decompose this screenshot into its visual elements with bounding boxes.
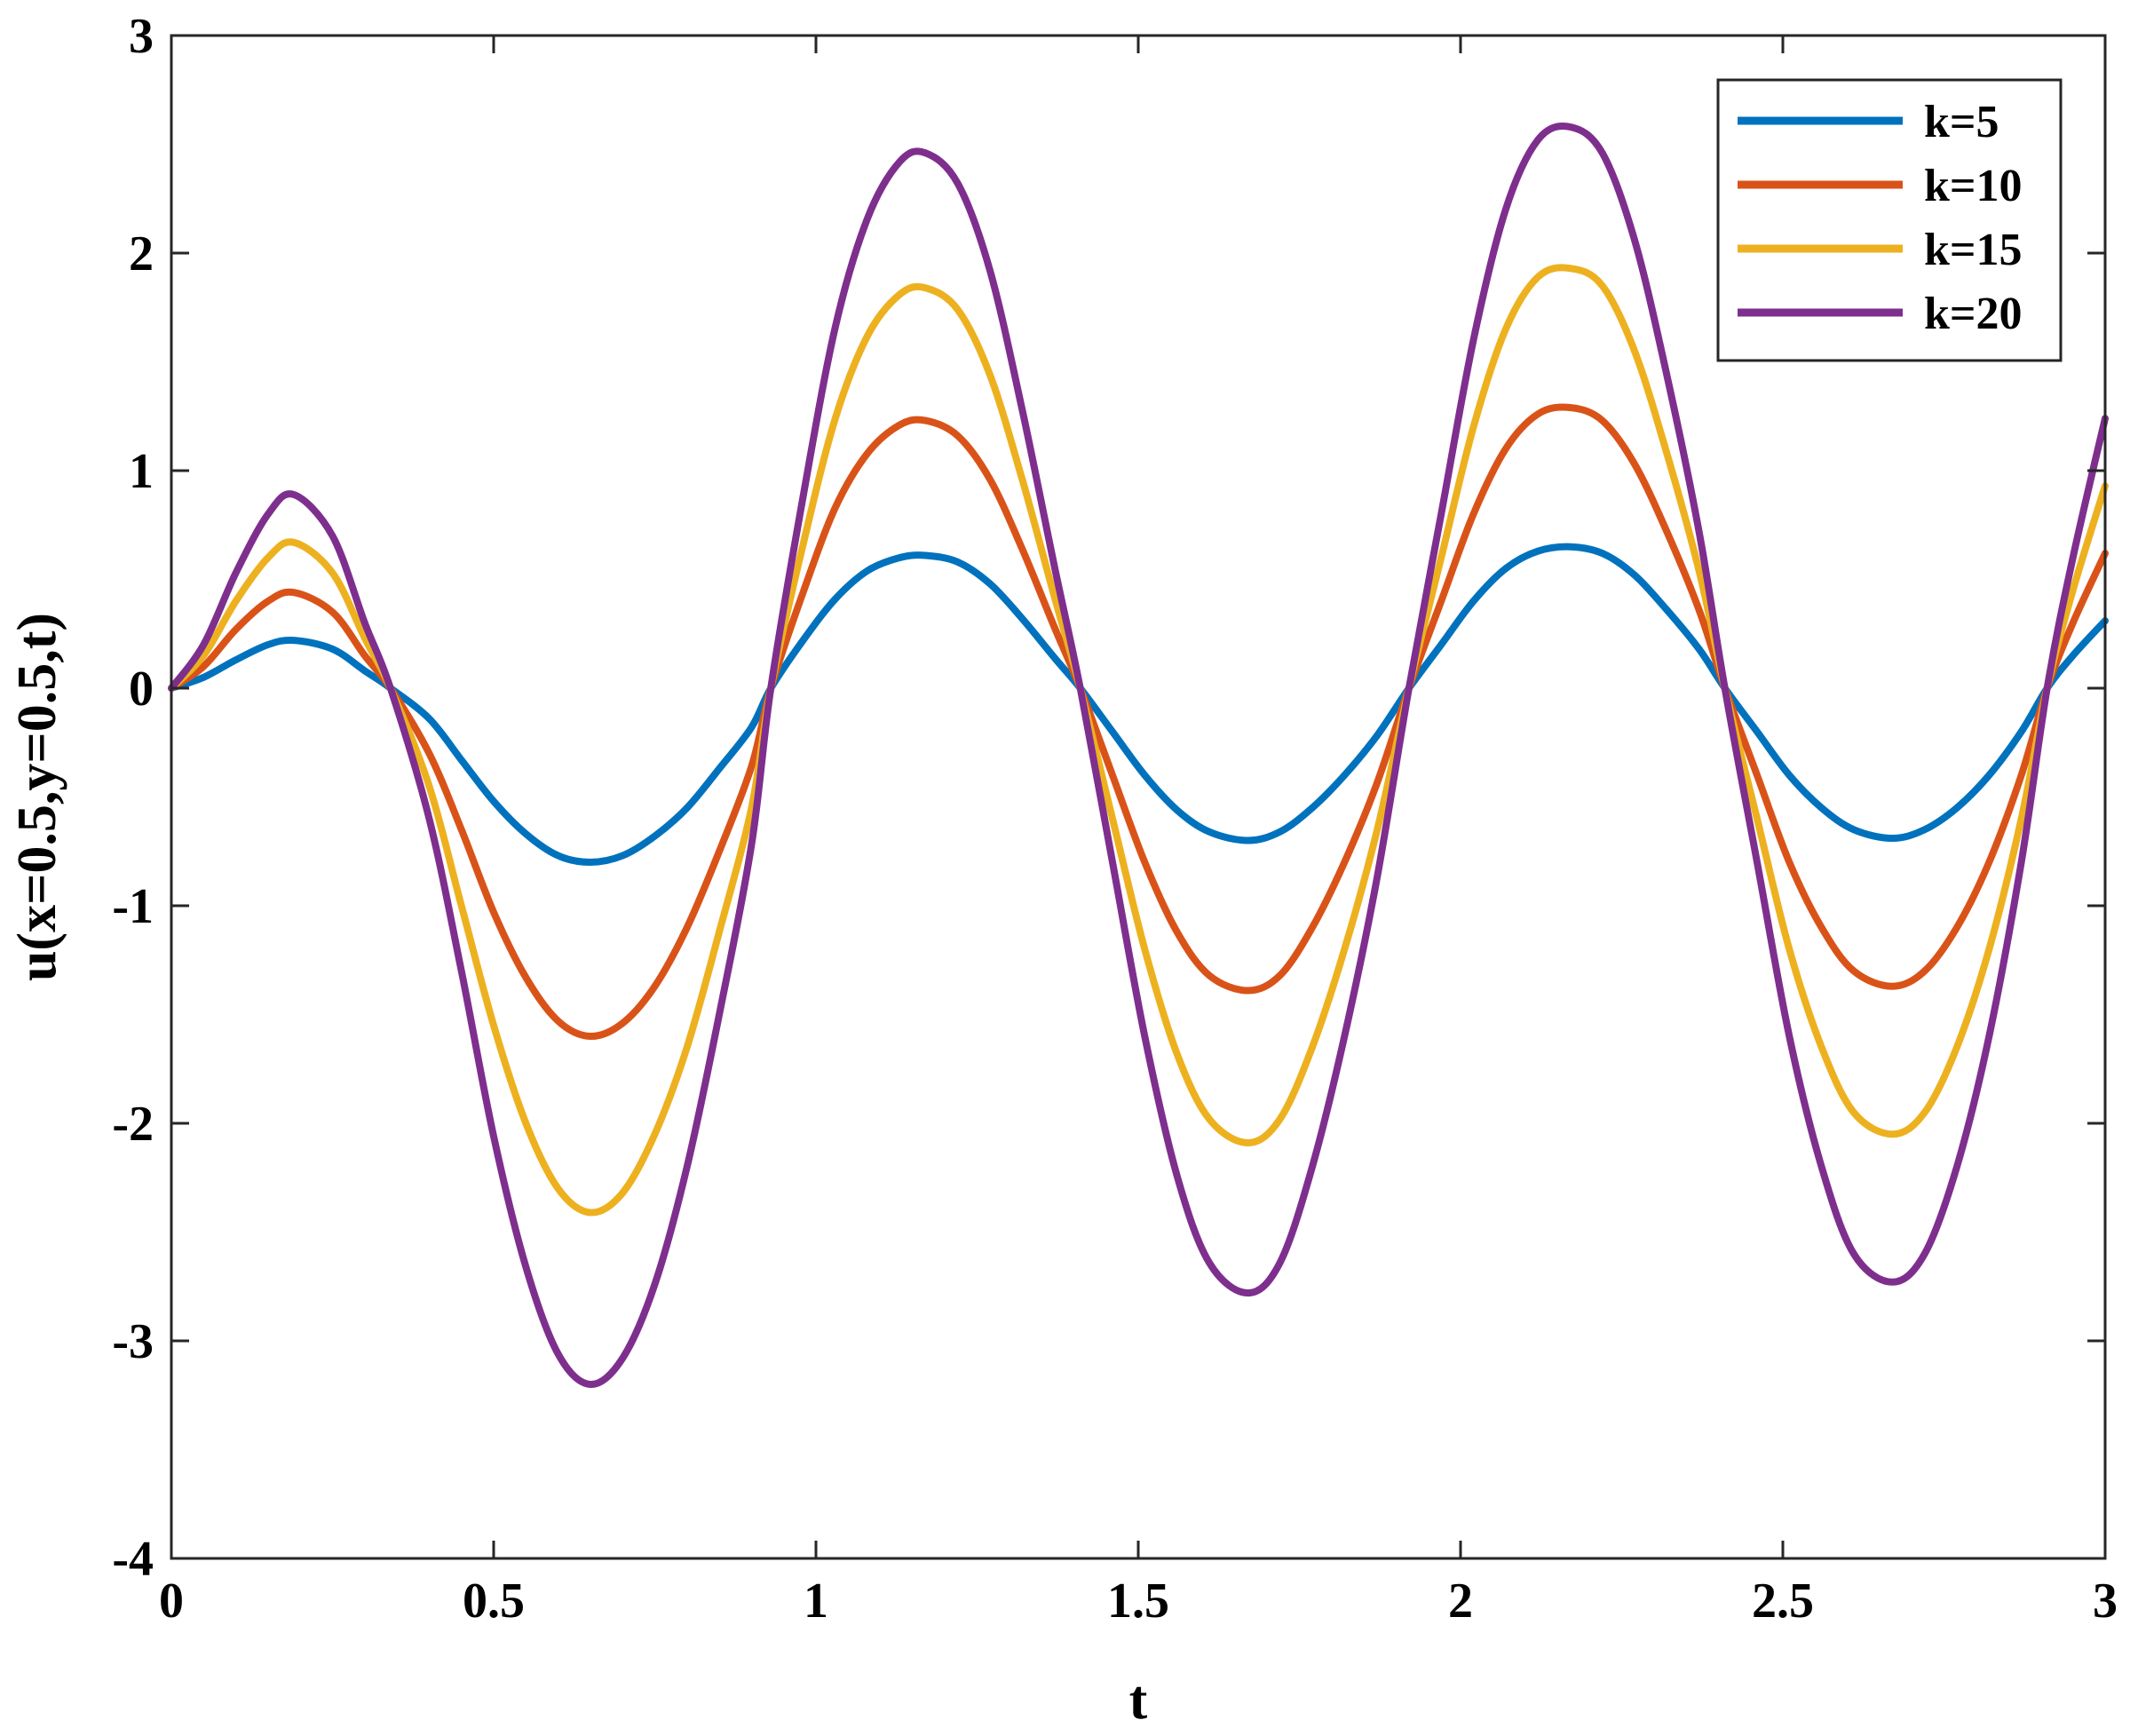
legend-label: k=15 xyxy=(1924,225,2023,275)
x-tick-label: 0 xyxy=(159,1573,184,1629)
x-tick-labels: 0 0.5 1 1.5 2 2.5 3 xyxy=(159,1573,2118,1629)
series-line-k-20 xyxy=(168,122,2109,1388)
y-tick-label: 3 xyxy=(129,9,154,64)
series-line-k-10 xyxy=(168,403,2109,1040)
y-tick-label: 1 xyxy=(129,444,154,499)
legend-label: k=5 xyxy=(1924,97,1999,147)
series-line-k-15 xyxy=(168,264,2109,1217)
y-tick-label: -1 xyxy=(112,879,154,934)
y-tick-label: 2 xyxy=(129,226,154,281)
x-tick-label: 0.5 xyxy=(463,1573,525,1629)
axis-ticks xyxy=(170,34,2107,1560)
y-tick-label: 0 xyxy=(129,662,154,717)
legend-label: k=20 xyxy=(1924,289,2023,339)
y-tick-label: -3 xyxy=(112,1314,154,1369)
y-tick-label: -2 xyxy=(112,1097,154,1152)
y-tick-label: -4 xyxy=(112,1532,154,1587)
x-tick-label: 2.5 xyxy=(1752,1573,1814,1629)
x-tick-label: 2 xyxy=(1448,1573,1473,1629)
series-line-k-5 xyxy=(168,543,2109,866)
x-tick-label: 3 xyxy=(2093,1573,2118,1629)
x-axis-label: t xyxy=(1129,1670,1148,1731)
x-tick-label: 1 xyxy=(804,1573,828,1629)
legend-label: k=10 xyxy=(1924,161,2023,211)
y-tick-labels: -4 -3 -2 -1 0 1 2 3 xyxy=(112,9,154,1587)
x-tick-label: 1.5 xyxy=(1107,1573,1169,1629)
series-layer xyxy=(168,122,2109,1388)
y-axis-label: u(x=0.5,y=0.5,t) xyxy=(7,613,67,981)
legend: k=5 k=10 k=15 k=20 xyxy=(1716,78,2063,362)
